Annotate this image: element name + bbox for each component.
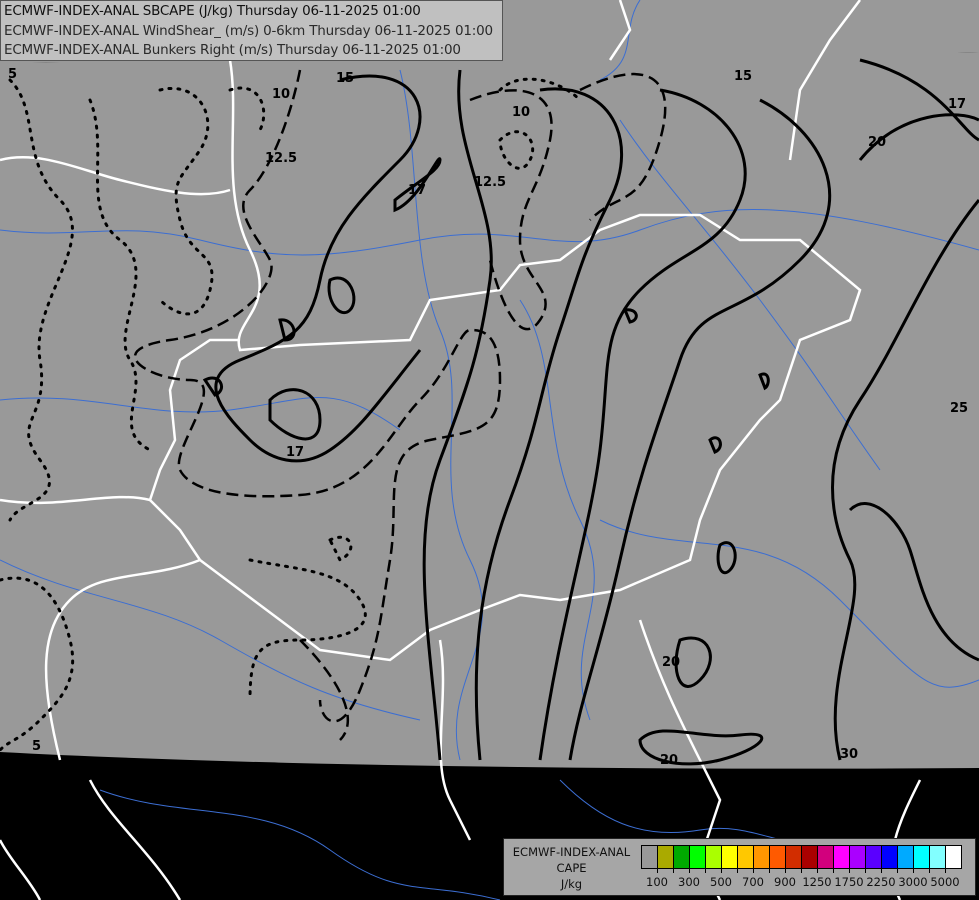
cape-legend: ECMWF-INDEX-ANAL CAPE J/kg 100 300 500 700 9…: [503, 838, 976, 896]
color-swatch: [658, 846, 674, 868]
svg-text:10: 10: [512, 105, 530, 120]
cape-contours: [0, 77, 582, 752]
color-swatch: [882, 846, 898, 868]
scale-tick: [737, 868, 738, 873]
svg-text:17: 17: [286, 445, 304, 460]
svg-text:25: 25: [950, 401, 968, 416]
scale-label: 300: [678, 875, 700, 889]
color-swatch: [850, 846, 866, 868]
svg-text:30: 30: [840, 747, 858, 762]
scale-tick: [721, 868, 722, 873]
scale-tick: [945, 868, 946, 873]
scale-tick: [865, 868, 866, 873]
scale-tick: [753, 868, 754, 873]
scale-tick: [785, 868, 786, 873]
color-scale-ticks: [641, 868, 963, 874]
color-swatch: [738, 846, 754, 868]
color-swatch: [786, 846, 802, 868]
svg-text:15: 15: [336, 71, 354, 86]
color-scale: [641, 845, 962, 869]
color-swatch: [946, 846, 961, 868]
scale-tick: [657, 868, 658, 873]
scale-tick: [689, 868, 690, 873]
scale-tick: [929, 868, 930, 873]
svg-text:5: 5: [32, 739, 41, 754]
scale-label: 500: [710, 875, 732, 889]
scale-label: 100: [646, 875, 668, 889]
color-swatch: [642, 846, 658, 868]
model-domain: [0, 0, 979, 769]
svg-text:10: 10: [272, 87, 290, 102]
title-windshear: ECMWF-INDEX-ANAL WindShear_ (m/s) 0-6km …: [4, 22, 493, 39]
scale-label: 900: [774, 875, 796, 889]
svg-text:17: 17: [408, 183, 426, 198]
color-swatch: [802, 846, 818, 868]
scale-tick: [673, 868, 674, 873]
windshear-contours: [133, 69, 667, 741]
color-swatch: [722, 846, 738, 868]
color-swatch: [754, 846, 770, 868]
scale-tick: [849, 868, 850, 873]
svg-text:20: 20: [868, 135, 886, 150]
svg-text:20: 20: [660, 753, 678, 768]
color-swatch: [706, 846, 722, 868]
scale-tick: [817, 868, 818, 873]
scale-label: 2250: [866, 875, 896, 889]
svg-text:15: 15: [734, 69, 752, 84]
scale-label: 1250: [802, 875, 832, 889]
svg-text:5: 5: [8, 67, 17, 82]
scale-tick: [881, 868, 882, 873]
svg-text:20: 20: [662, 655, 680, 670]
contour-labels: 5 10 12.5 15 15 17 17 17 10 12.5 20 25 2…: [8, 67, 968, 768]
color-swatch: [930, 846, 946, 868]
scale-tick: [705, 868, 706, 873]
scale-label: 1750: [834, 875, 864, 889]
color-swatch: [898, 846, 914, 868]
svg-text:17: 17: [948, 97, 966, 112]
color-swatch: [818, 846, 834, 868]
bunkers-contours: [202, 58, 979, 766]
scale-tick: [833, 868, 834, 873]
scale-tick: [769, 868, 770, 873]
scale-tick: [897, 868, 898, 873]
scale-label: 3000: [898, 875, 928, 889]
scale-tick: [913, 868, 914, 873]
scale-label: 5000: [930, 875, 960, 889]
color-swatch: [770, 846, 786, 868]
svg-text:12.5: 12.5: [474, 175, 506, 190]
map-title-box: ECMWF-INDEX-ANAL SBCAPE (J/kg) Thursday …: [0, 0, 503, 61]
svg-text:12.5: 12.5: [265, 151, 297, 166]
legend-title: ECMWF-INDEX-ANAL CAPE J/kg: [512, 845, 631, 891]
color-swatch: [866, 846, 882, 868]
title-sbcape: ECMWF-INDEX-ANAL SBCAPE (J/kg) Thursday …: [4, 3, 421, 19]
color-swatch: [914, 846, 930, 868]
color-swatch: [834, 846, 850, 868]
scale-tick: [801, 868, 802, 873]
scale-label: 700: [742, 875, 764, 889]
color-swatch: [674, 846, 690, 868]
title-bunkers: ECMWF-INDEX-ANAL Bunkers Right (m/s) Thu…: [4, 42, 461, 58]
color-swatch: [690, 846, 706, 868]
